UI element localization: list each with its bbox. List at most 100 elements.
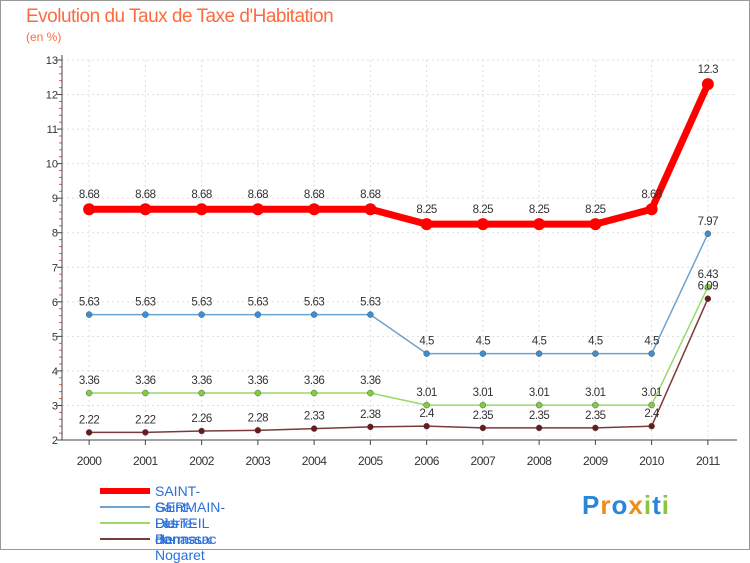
data-point [420, 218, 433, 231]
data-point [648, 401, 655, 409]
y-tick-label: 4 [52, 366, 58, 378]
data-label: 2.4 [644, 408, 660, 420]
data-point [645, 203, 658, 216]
x-tick-label: 2002 [189, 454, 215, 468]
data-point [592, 424, 599, 432]
y-tick-label: 13 [46, 55, 58, 67]
data-point [310, 389, 318, 397]
data-label: 12.3 [698, 64, 718, 76]
data-label: 3.01 [473, 387, 493, 399]
data-label: 6.43 [698, 269, 718, 281]
legend-label: Banassac [155, 531, 217, 547]
y-tick-label: 11 [47, 124, 58, 136]
data-label: 3.36 [191, 375, 211, 387]
data-point [592, 350, 599, 357]
data-label: 8.68 [360, 189, 380, 201]
legend-swatch [100, 522, 150, 524]
data-point [83, 203, 96, 216]
data-point [423, 401, 430, 409]
data-point [704, 230, 712, 238]
y-tick-label: 9 [52, 193, 58, 205]
data-label: 8.25 [416, 204, 436, 216]
labels-layer: 2.22 2.22 2.26 2.28 2.33 2.38 2.4 2.35 2.35 2.35 2… [79, 64, 719, 426]
y-tick-label: 3 [52, 400, 58, 412]
data-point [704, 283, 712, 291]
data-label: 3.36 [360, 375, 380, 387]
x-tick-label: 2011 [696, 454, 721, 468]
x-tick-label: 2004 [302, 454, 328, 468]
data-label: 8.68 [248, 189, 268, 201]
x-tick-label: 2001 [133, 454, 159, 468]
data-label: 8.68 [191, 189, 211, 201]
data-point [367, 311, 374, 318]
logo-letter: i [661, 490, 670, 520]
x-tick-label: 2007 [471, 454, 497, 468]
x-tick-label: 2005 [358, 454, 384, 468]
data-point [701, 78, 714, 91]
data-label: 3.36 [304, 375, 324, 387]
data-label: 4.5 [644, 336, 659, 348]
data-label: 2.22 [79, 414, 99, 426]
legend-swatch [100, 488, 150, 494]
data-label: 8.68 [641, 189, 661, 201]
chart-frame [0, 0, 750, 550]
legend-label: Les Hermaux [155, 515, 212, 547]
data-point [476, 218, 489, 231]
data-point [648, 350, 655, 357]
series-line [89, 286, 709, 406]
logo-letter: r [600, 490, 612, 520]
data-label: 8.68 [135, 189, 155, 201]
data-point [310, 311, 318, 318]
data-label: 6.09 [698, 281, 718, 293]
data-label: 8.68 [79, 189, 99, 201]
data-label: 4.5 [419, 336, 434, 348]
x-tick-label: 2003 [246, 454, 272, 468]
y-tick-label: 6 [52, 297, 58, 309]
data-label: 5.63 [248, 297, 268, 309]
y-tick-label: 5 [52, 331, 58, 343]
data-label: 4.5 [476, 336, 491, 348]
data-point [308, 203, 321, 216]
data-point [198, 427, 205, 435]
x-tick-label: 2000 [77, 454, 103, 468]
y-tick-label: 12 [46, 90, 58, 102]
grid [62, 59, 737, 441]
data-point [423, 350, 430, 357]
data-point [142, 429, 149, 436]
data-label: 3.36 [248, 375, 268, 387]
y-tick-label: 10 [46, 159, 58, 171]
data-point [535, 401, 543, 409]
data-point [648, 422, 655, 430]
data-label: 5.63 [304, 297, 324, 309]
series-line [89, 298, 709, 434]
data-point [704, 295, 712, 302]
data-point [139, 203, 152, 216]
data-label: 3.01 [416, 387, 436, 399]
data-point [251, 203, 264, 216]
data-point [367, 423, 374, 431]
x-tick-label: 2006 [414, 454, 440, 468]
chart-subtitle: (en %) [26, 30, 62, 44]
data-label: 2.35 [529, 410, 549, 422]
logo-letter: o [611, 490, 629, 520]
data-point [142, 389, 149, 397]
data-label: 2.22 [135, 414, 155, 426]
data-point [142, 311, 149, 318]
x-tick-label: 2009 [583, 454, 609, 468]
data-label: 3.01 [585, 387, 605, 399]
data-point [479, 401, 487, 409]
data-label: 8.25 [529, 204, 549, 216]
data-label: 5.63 [79, 297, 99, 309]
proxiti-logo: Proxiti [582, 490, 670, 521]
chart-title: Evolution du Taux de Taxe d'Habitation [26, 6, 334, 27]
data-point [254, 427, 262, 434]
data-label: 8.25 [585, 204, 605, 216]
data-point [254, 311, 262, 318]
data-point [367, 389, 374, 397]
data-point [310, 425, 318, 432]
x-tick-label: 2008 [527, 454, 553, 468]
data-point [533, 218, 546, 231]
data-label: 4.5 [588, 336, 603, 348]
data-point [589, 218, 602, 231]
data-point [479, 424, 487, 432]
